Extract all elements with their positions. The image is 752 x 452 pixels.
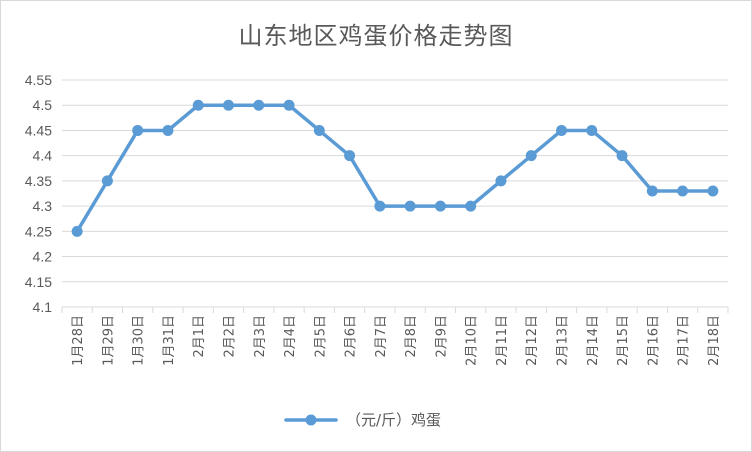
x-tick-label: 2月1日 [192, 315, 207, 358]
x-tick-label: 1月30日 [132, 315, 147, 366]
legend-marker [305, 414, 317, 426]
x-tick-label: 2月16日 [646, 315, 661, 366]
x-tick-label: 2月9日 [434, 315, 449, 358]
data-point [556, 124, 567, 136]
x-tick-label: 2月10日 [465, 315, 480, 366]
data-point [646, 185, 658, 197]
x-tick-label: 2月5日 [313, 315, 328, 358]
x-tick-label: 2月11日 [495, 315, 510, 366]
y-tick-label: 4.25 [25, 223, 52, 239]
data-point [283, 99, 295, 111]
data-point [707, 185, 719, 197]
data-point [101, 175, 113, 187]
x-tick-label: 2月6日 [344, 315, 359, 358]
data-point [344, 150, 356, 162]
y-tick-label: 4.2 [33, 249, 53, 265]
x-tick-label: 2月4日 [283, 315, 298, 358]
chart-title: 山东地区鸡蛋价格走势图 [238, 22, 514, 50]
data-point [313, 124, 325, 136]
data-point [162, 124, 174, 136]
x-tick-label: 2月7日 [374, 315, 389, 358]
data-point [374, 200, 386, 212]
data-point [132, 124, 144, 136]
data-point [525, 150, 537, 162]
x-tick-label: 2月18日 [707, 315, 722, 366]
x-tick-label: 2月12日 [525, 315, 540, 366]
x-tick-label: 2月17日 [677, 315, 692, 366]
x-tick-label: 2月13日 [556, 315, 571, 366]
y-tick-label: 4.1 [33, 299, 53, 315]
x-tick-label: 1月28日 [71, 315, 86, 366]
y-tick-label: 4.5 [33, 97, 53, 113]
series-line [75, 103, 715, 234]
y-tick-label: 4.35 [25, 173, 52, 189]
y-tick-label: 4.3 [33, 198, 53, 214]
data-point [253, 99, 265, 111]
x-tick-label: 2月2日 [223, 315, 238, 358]
x-tick-label: 2月8日 [404, 315, 419, 358]
x-tick-label: 1月29日 [101, 315, 116, 366]
data-point [192, 99, 204, 111]
y-tick-label: 4.45 [25, 122, 52, 138]
legend-label: （元/斤）鸡蛋 [346, 411, 441, 429]
data-point [71, 225, 83, 237]
y-tick-label: 4.55 [25, 72, 52, 88]
y-tick-label: 4.15 [25, 274, 52, 290]
x-tick-label: 2月14日 [586, 315, 601, 366]
data-point [404, 200, 416, 212]
x-tick-label: 2月15日 [616, 315, 631, 366]
x-tick-label: 1月31日 [162, 315, 177, 366]
x-tick-label: 2月3日 [253, 315, 268, 358]
data-point [223, 99, 234, 111]
data-point [465, 200, 477, 212]
data-point [434, 200, 446, 212]
data-point [586, 124, 598, 136]
data-point [616, 150, 628, 162]
data-point [495, 175, 507, 187]
data-point [677, 185, 689, 197]
y-tick-label: 4.4 [33, 148, 53, 164]
